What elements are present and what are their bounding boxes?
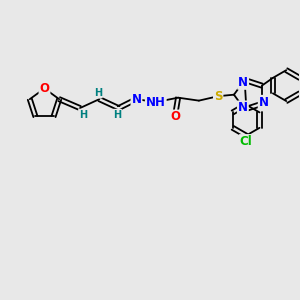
Text: H: H xyxy=(94,88,102,98)
Text: N: N xyxy=(238,101,248,114)
Text: H: H xyxy=(79,110,87,120)
Text: N: N xyxy=(259,96,269,109)
Text: O: O xyxy=(40,82,50,95)
Text: Cl: Cl xyxy=(240,135,253,148)
Text: S: S xyxy=(214,90,222,103)
Text: O: O xyxy=(170,110,180,124)
Text: NH: NH xyxy=(146,96,166,109)
Text: N: N xyxy=(131,93,142,106)
Text: H: H xyxy=(113,110,121,120)
Text: N: N xyxy=(238,76,248,89)
